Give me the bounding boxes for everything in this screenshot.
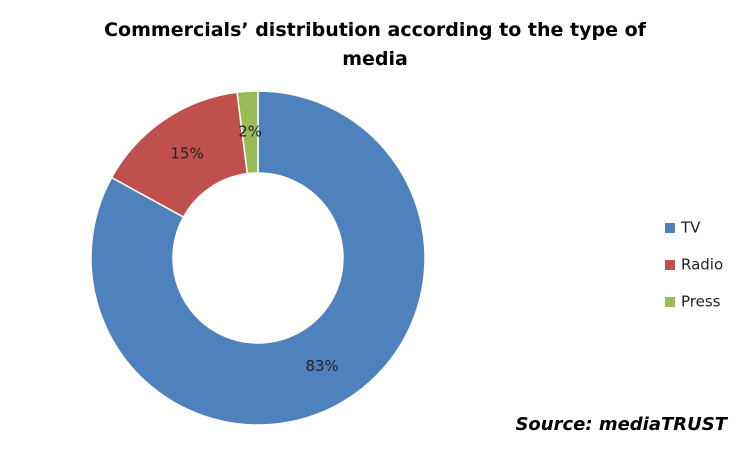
legend-swatch — [665, 260, 675, 270]
data-label: 83% — [305, 357, 338, 375]
legend-swatch — [665, 223, 675, 233]
data-label: 15% — [171, 144, 204, 162]
donut-slice — [236, 90, 259, 175]
chart-title: Commercials’ distribution according to t… — [104, 19, 646, 70]
legend-label: Radio — [681, 256, 723, 274]
source-note: Source: mediaTRUST — [515, 414, 727, 435]
legend-label: Press — [681, 293, 721, 311]
donut-slice — [90, 90, 426, 426]
data-label: 2% — [238, 123, 262, 141]
legend-label: TV — [680, 219, 701, 237]
legend-swatch — [665, 297, 675, 307]
